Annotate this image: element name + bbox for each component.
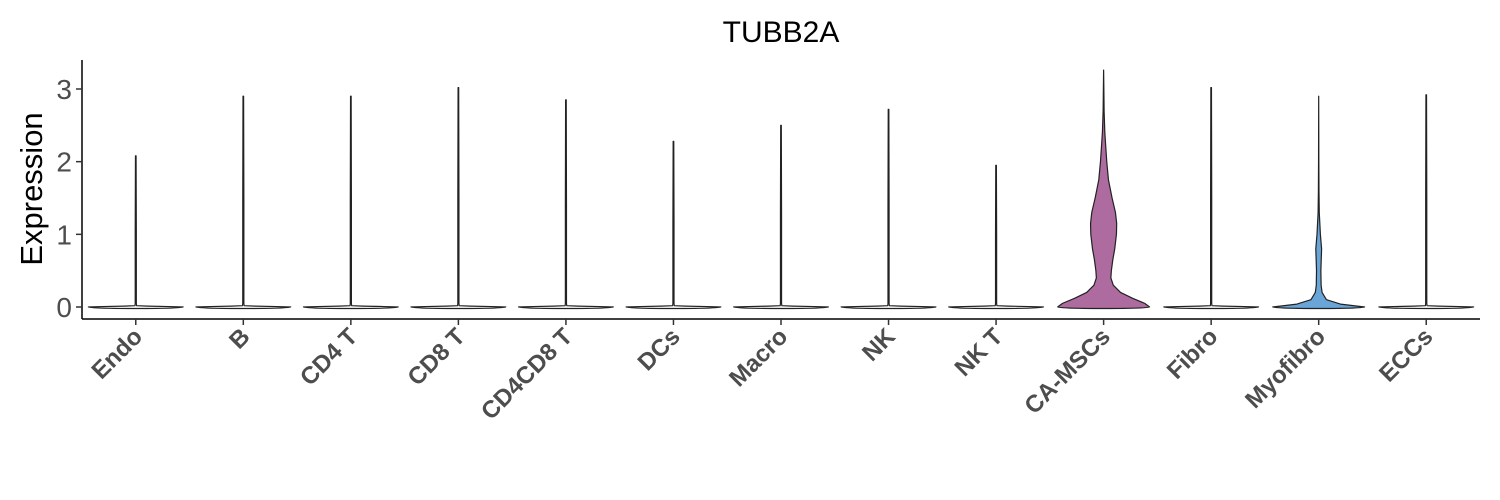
violin-ca-mscs [1057,69,1151,310]
x-tick-label-cd4-t: CD4 T [295,323,363,391]
x-tick-label-nk-t: NK T [950,323,1009,382]
x-tick-label-dcs: DCs [633,323,686,376]
violin-endo [87,155,184,310]
x-tick-label-cd4cd8-t: CD4CD8 T [476,323,578,425]
x-axis-ticks: Endo B CD4 T CD8 T CD4CD8 T DCs Macro NK NK T CA-… [86,319,1438,425]
violin-b [195,95,292,310]
violin-eccs [1378,94,1475,310]
y-tick-label-0: 0 [56,292,72,323]
violin-cd4cd8-t [517,99,614,310]
x-tick-label-b: B [224,323,255,354]
x-tick-label-endo: Endo [86,323,148,385]
x-tick-label-myofibro: Myofibro [1240,323,1331,414]
x-tick-label-fibro: Fibro [1162,323,1224,385]
y-tick-label-2: 2 [56,147,72,178]
chart-title: TUBB2A [723,16,840,49]
x-tick-label-cd8-t: CD8 T [403,323,471,391]
violin-nk [840,108,937,310]
y-tick-label-3: 3 [56,74,72,105]
x-tick-label-ca-mscs: CA-MSCs [1019,323,1115,419]
violin-myofibro [1272,95,1366,310]
violin-cd4-t [302,95,399,310]
violin-macro [732,124,830,310]
y-tick-label-1: 1 [56,219,72,250]
violin-fibro [1163,86,1260,310]
violins [87,69,1475,310]
y-axis-ticks: 0 1 2 3 [56,74,82,323]
violin-cd8-t [410,86,507,310]
x-tick-label-eccs: ECCs [1374,323,1438,387]
violin-dcs [625,140,722,310]
y-axis-label: Expression [14,112,49,265]
x-tick-label-nk: NK [857,323,901,367]
x-tick-label-macro: Macro [724,323,793,392]
violin-nk-t [948,164,1045,310]
